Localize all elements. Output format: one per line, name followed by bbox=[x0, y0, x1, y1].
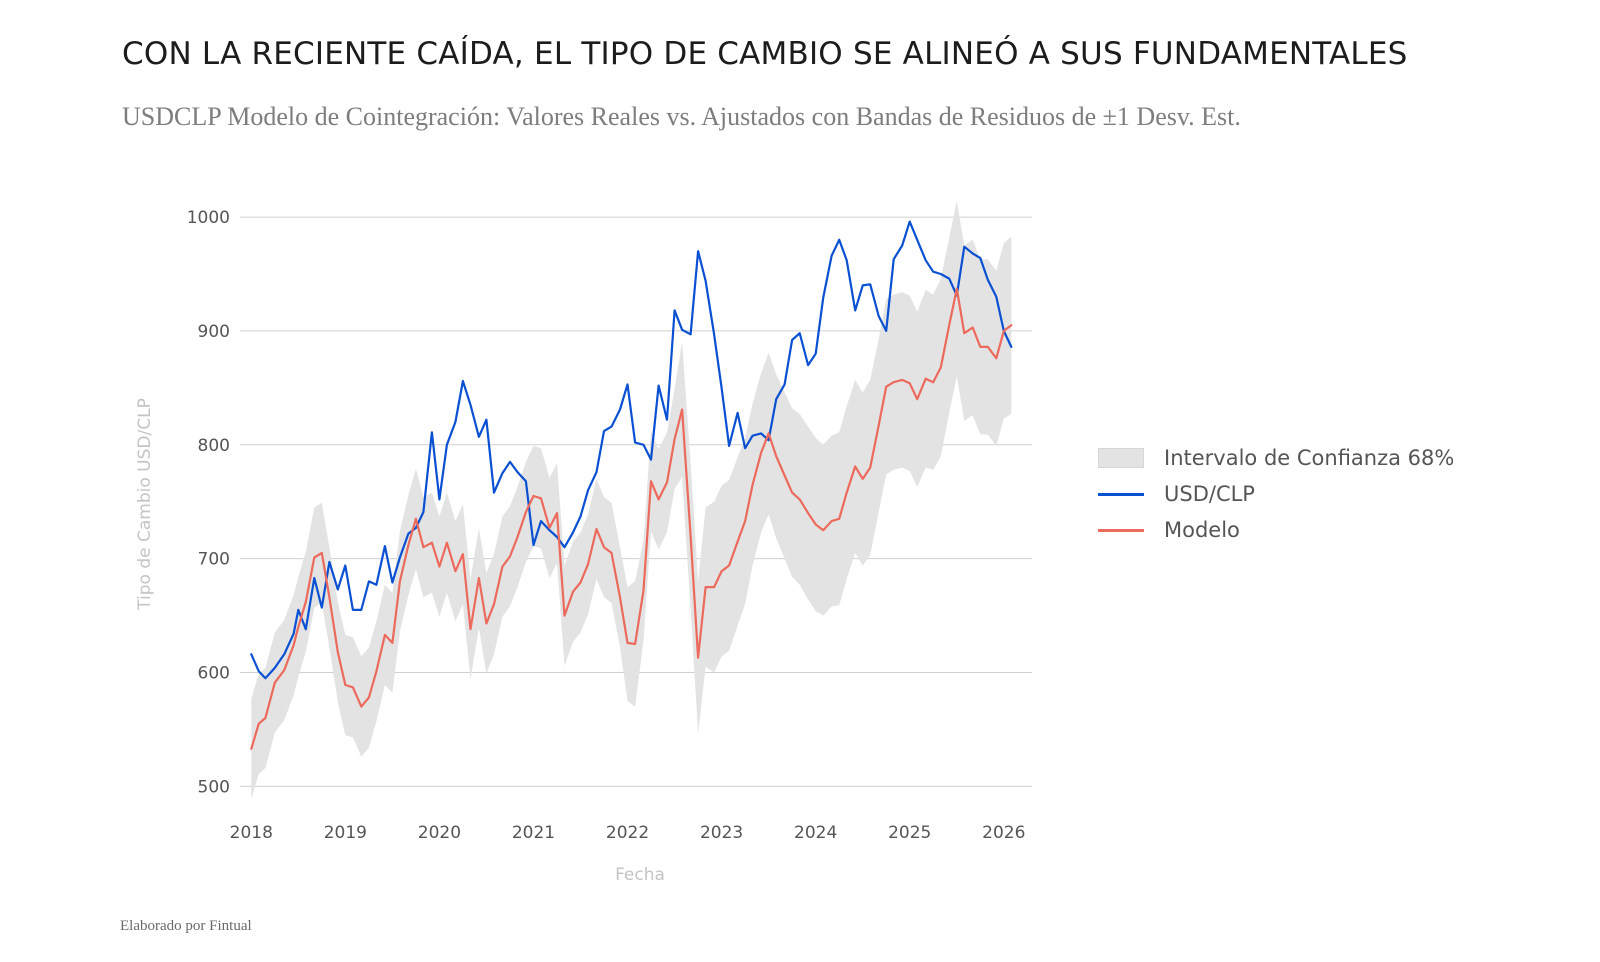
y-tick-label: 700 bbox=[198, 550, 230, 570]
series-lines bbox=[250, 220, 1013, 750]
legend-item-model[interactable]: Modelo bbox=[1098, 512, 1454, 548]
x-axis-title: Fecha bbox=[615, 865, 665, 885]
credit-note: Elaborado por Fintual bbox=[120, 918, 252, 934]
x-tick-label: 2026 bbox=[982, 823, 1025, 843]
legend-item-band[interactable]: Intervalo de Confianza 68% bbox=[1098, 440, 1454, 476]
axis-ticks: 500 600 700 800 900 1000 2018 2019 2020 2021 2022 2… bbox=[187, 208, 1026, 843]
chart-subtitle: USDCLP Modelo de Cointegración: Valores … bbox=[122, 102, 1241, 131]
x-tick-label: 2019 bbox=[324, 823, 367, 843]
confidence-band bbox=[251, 201, 1012, 799]
y-tick-label: 600 bbox=[198, 663, 230, 683]
y-tick-label: 900 bbox=[198, 322, 230, 342]
legend-label-band: Intervalo de Confianza 68% bbox=[1164, 446, 1455, 470]
legend-label-model: Modelo bbox=[1164, 518, 1240, 542]
model-swatch bbox=[1098, 520, 1144, 540]
chart-title: CON LA RECIENTE CAÍDA, EL TIPO DE CAMBIO… bbox=[122, 36, 1408, 72]
x-tick-label: 2023 bbox=[700, 823, 743, 843]
x-tick-label: 2018 bbox=[230, 823, 273, 843]
confidence-band-layer bbox=[251, 201, 1012, 799]
usd-swatch bbox=[1098, 484, 1144, 504]
x-tick-label: 2024 bbox=[794, 823, 837, 843]
y-tick-label: 500 bbox=[198, 777, 230, 797]
y-tick-label: 1000 bbox=[187, 208, 230, 228]
band-swatch bbox=[1098, 448, 1144, 468]
x-tick-label: 2021 bbox=[512, 823, 555, 843]
x-tick-label: 2022 bbox=[606, 823, 649, 843]
legend-item-usd[interactable]: USD/CLP bbox=[1098, 476, 1454, 512]
legend-label-usd: USD/CLP bbox=[1164, 482, 1255, 506]
y-axis-title: Tipo de Cambio USD/CLP bbox=[135, 398, 155, 611]
usd-clp-line bbox=[250, 220, 1013, 680]
model-line bbox=[250, 287, 1013, 750]
y-tick-label: 800 bbox=[198, 436, 230, 456]
x-tick-label: 2020 bbox=[418, 823, 461, 843]
legend: Intervalo de Confianza 68% USD/CLP Model… bbox=[1098, 440, 1454, 548]
x-tick-label: 2025 bbox=[888, 823, 931, 843]
